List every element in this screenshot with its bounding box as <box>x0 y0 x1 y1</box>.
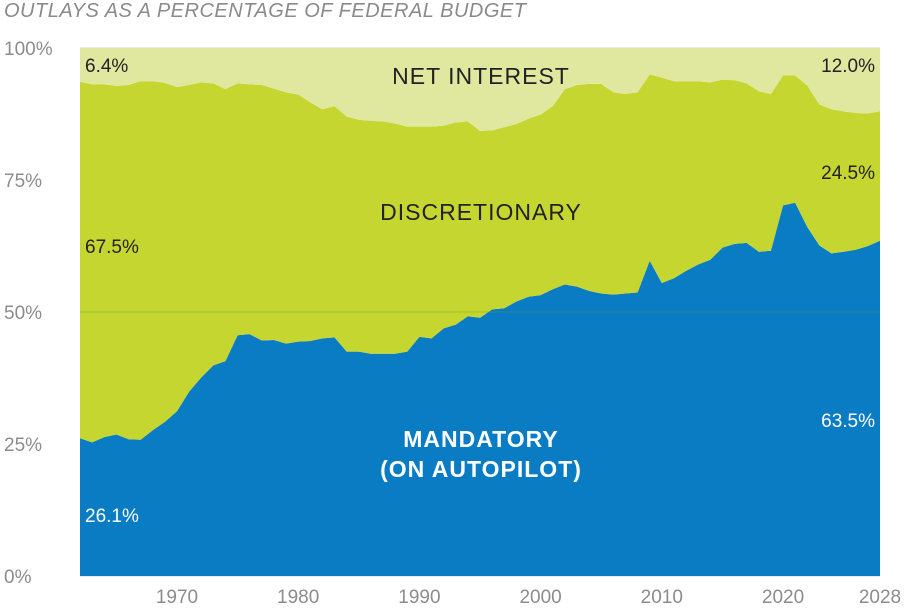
area-discretionary <box>80 74 880 443</box>
x-axis-ticks: 1970 1980 1990 2000 2010 2020 2028 <box>156 587 901 608</box>
x-tick-label: 2020 <box>762 587 804 608</box>
value-label: 12.0% <box>821 56 875 77</box>
x-tick-label: 2010 <box>641 587 683 608</box>
area-mandatory <box>80 202 880 576</box>
value-label: 24.5% <box>821 163 875 184</box>
x-tick-label: 1980 <box>277 587 319 608</box>
y-tick-label: 100% <box>4 39 53 60</box>
y-tick-label: 25% <box>4 435 42 456</box>
x-tick-label: 1970 <box>156 587 198 608</box>
chart-title: OUTLAYS AS A PERCENTAGE OF FEDERAL BUDGE… <box>4 0 527 22</box>
x-tick-label: 1990 <box>398 587 440 608</box>
y-tick-label: 75% <box>4 171 42 192</box>
x-tick-label: 2000 <box>519 587 561 608</box>
series-label-discretionary: DISCRETIONARY <box>380 199 582 225</box>
x-tick-label: 2028 <box>859 587 901 608</box>
series-labels: MANDATORY (ON AUTOPILOT) DISCRETIONARY NET … <box>380 63 582 482</box>
series-label-net-interest: NET INTEREST <box>392 63 570 89</box>
y-tick-label: 50% <box>4 303 42 324</box>
value-label: 67.5% <box>85 237 139 258</box>
y-tick-label: 0% <box>4 567 32 588</box>
value-label: 6.4% <box>85 56 128 77</box>
area-series-group <box>80 48 880 576</box>
y-axis-ticks: 0% 25% 50% 75% 100% <box>4 39 53 588</box>
value-label: 63.5% <box>821 411 875 432</box>
value-labels: 6.4% 12.0% 67.5% 24.5% 26.1% 63.5% <box>85 56 875 527</box>
series-label-mandatory: MANDATORY (ON AUTOPILOT) <box>380 426 582 482</box>
area-net-interest <box>80 48 880 131</box>
value-label: 26.1% <box>85 506 139 527</box>
